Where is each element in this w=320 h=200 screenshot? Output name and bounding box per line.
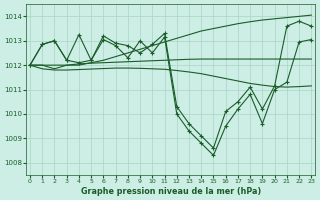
X-axis label: Graphe pression niveau de la mer (hPa): Graphe pression niveau de la mer (hPa) — [81, 187, 261, 196]
